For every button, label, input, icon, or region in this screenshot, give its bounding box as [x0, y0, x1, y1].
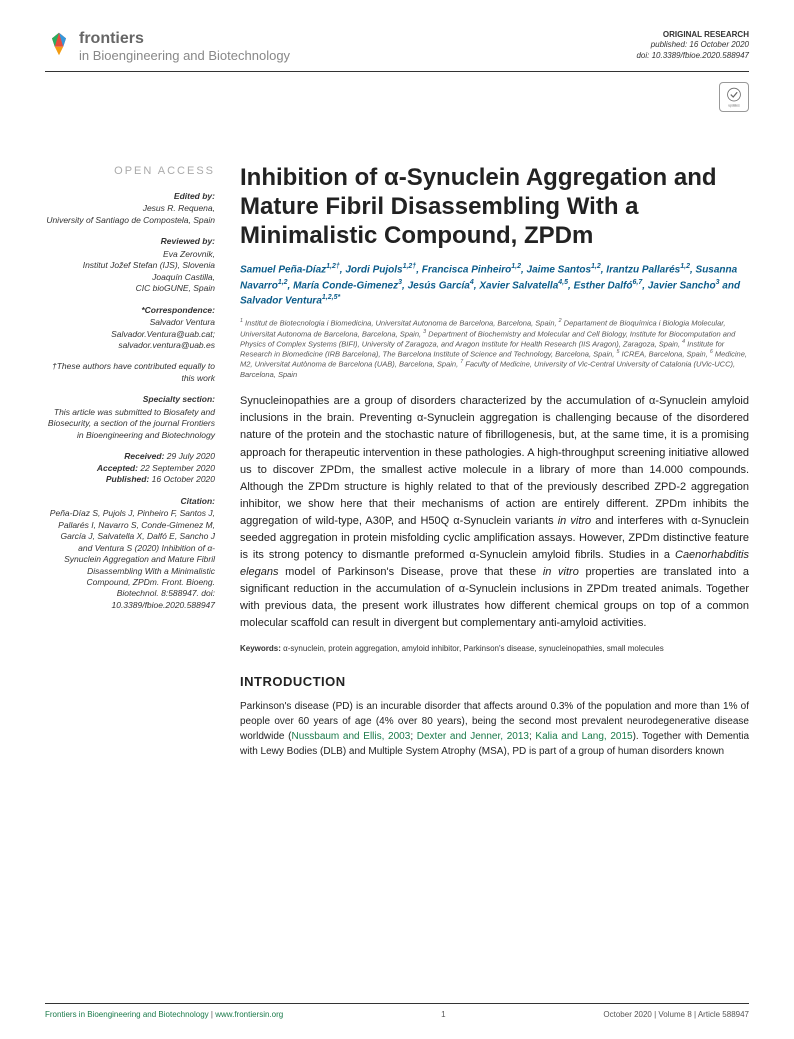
keywords-label: Keywords: — [240, 644, 281, 653]
corr-email1[interactable]: Salvador.Ventura@uab.cat; — [45, 329, 215, 340]
footer-journal[interactable]: Frontiers in Bioengineering and Biotechn… — [45, 1010, 209, 1019]
published-label: Published: — [106, 474, 149, 484]
reviewer1-affil: Institut Jožef Stefan (IJS), Slovenia — [45, 260, 215, 271]
page-number: 1 — [441, 1010, 445, 1019]
citation-text: Peña-Díaz S, Pujols J, Pinheiro F, Santo… — [45, 508, 215, 611]
frontiers-logo-icon — [45, 30, 73, 58]
open-access-label: OPEN ACCESS — [45, 164, 215, 179]
reviewer2-name: Joaquín Castilla, — [45, 272, 215, 283]
footer-rule — [45, 1003, 749, 1004]
publication-info: ORIGINAL RESEARCH published: 16 October … — [636, 30, 749, 61]
footer-url[interactable]: www.frontiersin.org — [215, 1010, 283, 1019]
svg-text:updates: updates — [728, 104, 740, 108]
intro-heading: INTRODUCTION — [240, 674, 749, 689]
pub-type: ORIGINAL RESEARCH — [636, 30, 749, 40]
journal-logo: frontiers in Bioengineering and Biotechn… — [45, 30, 290, 63]
received-date: 29 July 2020 — [167, 451, 215, 461]
affiliations: 1 Institut de Biotecnologia i Biomedicin… — [240, 318, 749, 379]
edited-by-label: Edited by: — [45, 191, 215, 202]
corr-email2[interactable]: salvador.ventura@uab.es — [45, 340, 215, 351]
page-header: frontiers in Bioengineering and Biotechn… — [45, 30, 749, 63]
abstract: Synucleinopathies are a group of disorde… — [240, 393, 749, 632]
keywords-text: α-synuclein, protein aggregation, amyloi… — [283, 644, 664, 653]
editor-affil: University of Santiago de Compostela, Sp… — [45, 215, 215, 226]
header-rule — [45, 71, 749, 72]
crossmark-badge[interactable]: updates — [719, 82, 749, 112]
corr-name: Salvador Ventura — [45, 317, 215, 328]
accepted-label: Accepted: — [97, 463, 138, 473]
correspondence-label: *Correspondence: — [45, 305, 215, 316]
intro-text: Parkinson's disease (PD) is an incurable… — [240, 699, 749, 759]
authors-list: Samuel Peña-Díaz1,2†, Jordi Pujols1,2†, … — [240, 262, 749, 308]
received-label: Received: — [124, 451, 164, 461]
pub-date: published: 16 October 2020 — [636, 40, 749, 50]
main-content: Inhibition of α-Synuclein Aggregation an… — [240, 164, 749, 759]
keywords: Keywords: α-synuclein, protein aggregati… — [240, 644, 749, 654]
footer-left: Frontiers in Bioengineering and Biotechn… — [45, 1010, 283, 1019]
citation-label: Citation: — [45, 496, 215, 507]
article-title: Inhibition of α-Synuclein Aggregation an… — [240, 164, 749, 250]
doi: doi: 10.3389/fbioe.2020.588947 — [636, 51, 749, 61]
specialty-text: This article was submitted to Biosafety … — [45, 407, 215, 441]
editor-name: Jesus R. Requena, — [45, 203, 215, 214]
logo-subtitle: in Bioengineering and Biotechnology — [79, 48, 290, 63]
page-footer: Frontiers in Bioengineering and Biotechn… — [45, 1003, 749, 1019]
reviewed-by-label: Reviewed by: — [45, 236, 215, 247]
specialty-label: Specialty section: — [45, 394, 215, 405]
accepted-date: 22 September 2020 — [140, 463, 215, 473]
reviewer1-name: Eva Zerovnik, — [45, 249, 215, 260]
footer-right: October 2020 | Volume 8 | Article 588947 — [603, 1010, 749, 1019]
reviewer2-affil: CIC bioGUNE, Spain — [45, 283, 215, 294]
published-date: 16 October 2020 — [152, 474, 215, 484]
sidebar: OPEN ACCESS Edited by: Jesus R. Requena,… — [45, 164, 215, 759]
check-updates-badge-area: updates — [45, 82, 749, 114]
equal-contribution-note: †These authors have contributed equally … — [45, 361, 215, 384]
logo-title: frontiers — [79, 30, 290, 48]
